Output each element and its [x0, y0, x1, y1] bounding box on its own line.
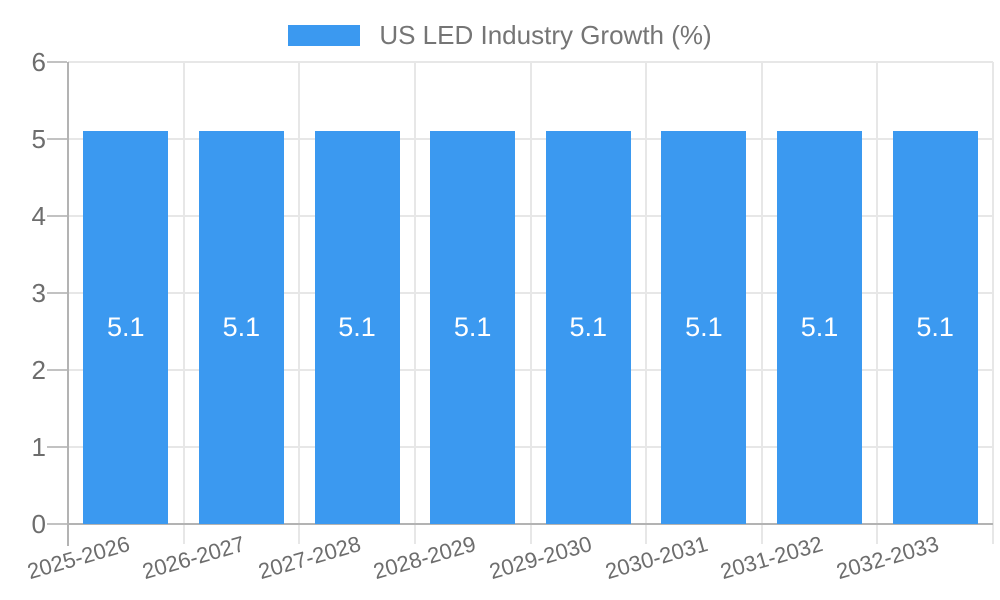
bar-2025-2026[interactable]: 5.1 — [83, 131, 169, 524]
y-tick-4 — [47, 215, 67, 217]
legend: US LED Industry Growth (%) — [0, 22, 1000, 48]
x-tick-label-2029-2030: 2029-2030 — [486, 531, 595, 585]
y-tick-5 — [47, 138, 67, 140]
y-tick-0 — [47, 523, 67, 525]
bar-2029-2030[interactable]: 5.1 — [545, 131, 631, 524]
bar-2031-2032[interactable]: 5.1 — [777, 131, 863, 524]
y-tick-2 — [47, 369, 67, 371]
bar-value-label: 5.1 — [453, 312, 492, 343]
y-tick-label-1: 1 — [31, 432, 46, 462]
bar-value-label: 5.1 — [338, 312, 376, 343]
x-tick-label-2026-2027: 2026-2027 — [139, 531, 248, 585]
x-tick-label-2025-2026: 2025-2026 — [24, 531, 133, 585]
v-gridline-2 — [298, 62, 301, 544]
bar-value-label: 5.1 — [222, 312, 261, 343]
bar-2026-2027[interactable]: 5.1 — [198, 131, 284, 524]
v-gridline-4 — [529, 62, 532, 544]
plot-area: 5.1 5.1 5.1 5.1 5.1 5.1 5.1 5.1 0 1 2 3 4 5 6 2025-20… — [24, 49, 994, 584]
x-axis-baseline — [68, 523, 993, 525]
bar-2028-2029[interactable]: 5.1 — [430, 131, 516, 524]
v-gridline-1 — [182, 62, 185, 544]
y-tick-label-5: 5 — [31, 124, 46, 154]
y-tick-label-4: 4 — [31, 201, 46, 231]
y-tick-6 — [47, 61, 67, 63]
bar-value-label: 5.1 — [685, 312, 723, 343]
bar-2030-2031[interactable]: 5.1 — [661, 131, 747, 524]
y-tick-1 — [47, 446, 67, 448]
bar-2032-2033[interactable]: 5.1 — [892, 131, 978, 524]
y-tick-3 — [47, 292, 67, 294]
v-gridline-7 — [876, 62, 879, 544]
y-tick-label-2: 2 — [31, 355, 46, 385]
y-axis-line — [67, 62, 69, 546]
y-tick-label-0: 0 — [31, 509, 46, 539]
v-gridline-8 — [992, 62, 994, 544]
bar-value-label: 5.1 — [107, 312, 145, 343]
legend-label: US LED Industry Growth (%) — [379, 20, 712, 50]
bar-value-label: 5.1 — [800, 312, 839, 343]
x-tick-label-2027-2028: 2027-2028 — [255, 531, 364, 585]
bar-2027-2028[interactable]: 5.1 — [314, 131, 400, 524]
v-gridline-5 — [645, 62, 648, 544]
v-gridline-3 — [413, 62, 416, 544]
v-gridline-6 — [760, 62, 763, 544]
legend-swatch — [288, 24, 361, 46]
x-tick-label-2032-2033: 2032-2033 — [833, 531, 942, 585]
legend-item[interactable]: US LED Industry Growth (%) — [288, 20, 712, 50]
x-tick-label-2030-2031: 2030-2031 — [602, 531, 711, 585]
x-tick-label-2028-2029: 2028-2029 — [370, 531, 480, 585]
bar-value-label: 5.1 — [916, 312, 954, 343]
y-tick-label-3: 3 — [31, 278, 46, 308]
bar-value-label: 5.1 — [569, 312, 608, 343]
y-tick-label-6: 6 — [31, 47, 46, 77]
x-tick-label-2031-2032: 2031-2032 — [717, 531, 826, 585]
